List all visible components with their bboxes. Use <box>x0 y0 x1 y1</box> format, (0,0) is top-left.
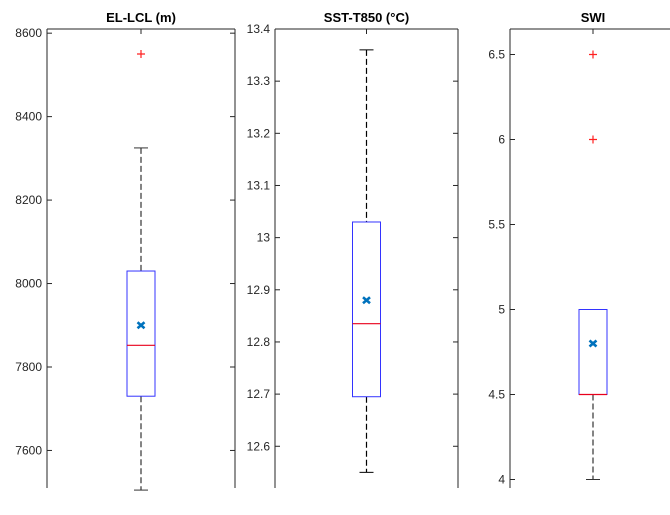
y-tick-label: 8600 <box>15 26 42 40</box>
outlier-marker <box>589 50 597 59</box>
panel-title: SWI <box>581 10 606 25</box>
y-tick-label: 6.5 <box>488 48 505 62</box>
y-tick-label: 13 <box>257 231 271 245</box>
y-tick-label: 12.9 <box>247 283 271 297</box>
y-tick-label: 12.8 <box>247 335 271 349</box>
y-tick-label: 12.6 <box>247 439 271 453</box>
y-tick-label: 4 <box>498 473 505 487</box>
panel-1: EL-LCL (m) 7600 7800 8000 8200 8400 8600 <box>15 10 236 491</box>
y-tick-label: 13.4 <box>247 22 271 36</box>
y-tick-label: 12.7 <box>247 387 271 401</box>
mean-marker <box>588 339 598 348</box>
y-tick-label: 5.5 <box>488 218 505 232</box>
mean-marker <box>136 321 146 330</box>
y-tick-label: 5 <box>498 303 505 317</box>
panel-2: SST-T850 (°C) 12.6 12.7 12.8 12.9 13 13.1 13.2 1… <box>247 10 459 488</box>
outlier-marker <box>137 50 145 59</box>
y-tick-label: 6 <box>498 133 505 147</box>
panel-title: SST-T850 (°C) <box>324 10 409 25</box>
y-tick-label: 8200 <box>15 193 42 207</box>
y-tick-label: 7600 <box>15 443 42 457</box>
axes-background <box>510 29 670 488</box>
iqr-box <box>352 221 381 398</box>
y-tick-label: 8400 <box>15 110 42 124</box>
iqr-box <box>126 270 156 397</box>
y-tick-label: 13.1 <box>247 178 271 192</box>
y-tick-label: 8000 <box>15 277 42 291</box>
y-tick-label: 7800 <box>15 360 42 374</box>
y-tick-label: 13.3 <box>247 74 271 88</box>
y-tick-label: 4.5 <box>488 388 505 402</box>
outlier-marker <box>589 135 597 144</box>
panel-title: EL-LCL (m) <box>106 10 176 25</box>
panel-3: SWI 4 4.5 5 5.5 6 6.5 <box>488 10 670 488</box>
mean-marker <box>362 296 371 305</box>
y-tick-label: 13.2 <box>247 126 271 140</box>
